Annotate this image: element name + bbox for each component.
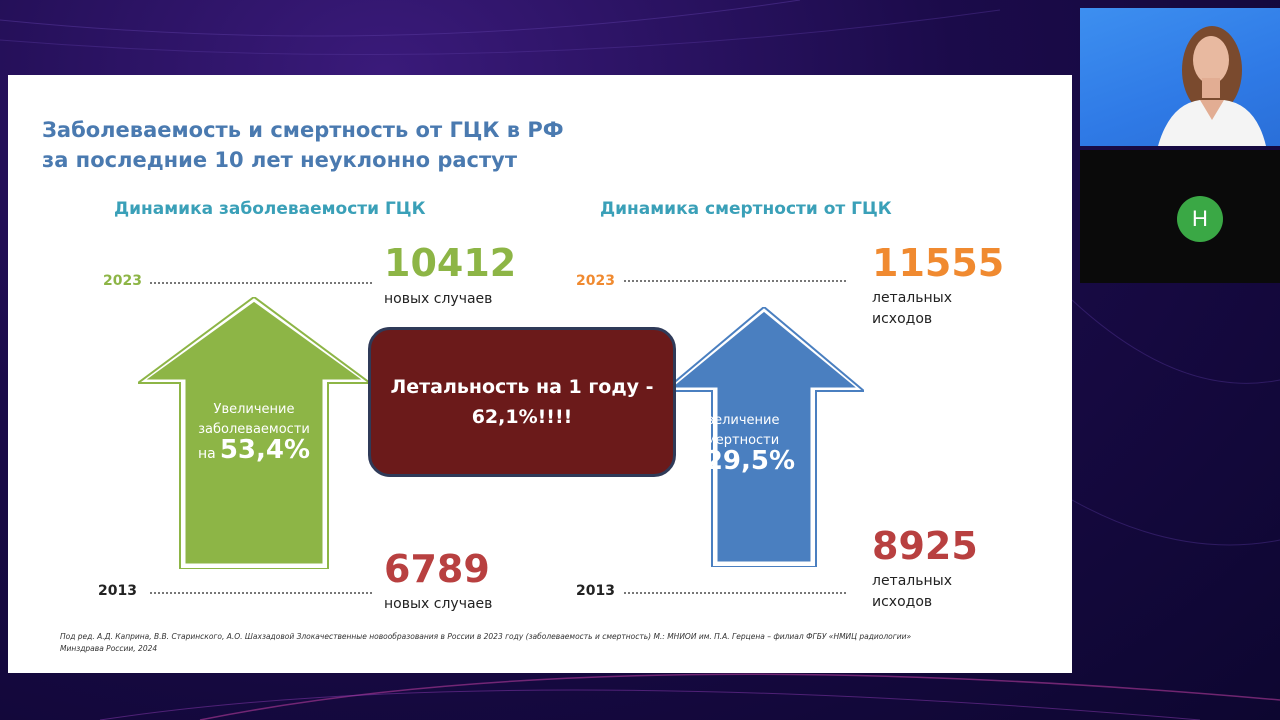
incidence-year-2013: 2013 bbox=[98, 583, 137, 599]
incidence-top-dotted-line bbox=[150, 282, 372, 284]
mortality-up-arrow bbox=[664, 307, 864, 567]
source-citation-line-1: Под ред. А.Д. Каприна, В.В. Старинского,… bbox=[60, 632, 912, 641]
mortality-2013-caption: летальных исходов bbox=[872, 571, 952, 613]
incidence-up-arrow bbox=[138, 297, 370, 569]
incidence-bottom-dotted-line bbox=[150, 592, 372, 594]
mortality-heading: Динамика смертности от ГЦК bbox=[600, 199, 892, 219]
mortality-arrow-line-1: Увеличение bbox=[698, 413, 780, 428]
mortality-bottom-dotted-line bbox=[624, 592, 846, 594]
incidence-arrow-line-2: заболеваемости bbox=[198, 422, 310, 437]
speaker-video-tile[interactable] bbox=[1080, 8, 1280, 146]
mortality-year-2013: 2013 bbox=[576, 583, 615, 599]
mortality-2023-caption-line-2: исходов bbox=[872, 311, 933, 327]
incidence-arrow-line-1: Увеличение bbox=[213, 402, 295, 417]
mortality-2023-caption: летальных исходов bbox=[872, 288, 952, 330]
incidence-arrow-prefix: на bbox=[197, 446, 216, 462]
participant-video-tile[interactable]: Н bbox=[1080, 150, 1280, 283]
mortality-arrow-percent: 29,5% bbox=[704, 446, 796, 476]
source-citation-line-2: Минздрава России, 2024 bbox=[60, 644, 158, 653]
speaker-video-image bbox=[1158, 26, 1266, 146]
lethality-callout-line-2: 62,1%!!!! bbox=[471, 406, 573, 428]
incidence-heading: Динамика заболеваемости ГЦК bbox=[114, 199, 426, 219]
mortality-2013-value: 8925 bbox=[872, 524, 978, 568]
incidence-2013-value: 6789 bbox=[384, 547, 490, 591]
slide-title-line-1: Заболеваемость и смертность от ГЦК в РФ bbox=[42, 118, 564, 142]
incidence-arrow-percent: 53,4% bbox=[219, 435, 311, 465]
mortality-arrow-prefix: на bbox=[682, 457, 701, 473]
presentation-slide: Заболеваемость и смертность от ГЦК в РФ … bbox=[8, 75, 1072, 673]
slide-title: Заболеваемость и смертность от ГЦК в РФ … bbox=[42, 115, 564, 175]
participant-avatar: Н bbox=[1177, 196, 1223, 242]
mortality-year-2023: 2023 bbox=[576, 273, 615, 289]
mortality-2013-caption-line-2: исходов bbox=[872, 594, 933, 610]
source-citation: Под ред. А.Д. Каприна, В.В. Старинского,… bbox=[60, 631, 1000, 655]
incidence-2023-caption: новых случаев bbox=[384, 291, 493, 307]
incidence-year-2023: 2023 bbox=[103, 273, 142, 289]
incidence-arrow-label: Увеличение заболеваемости на 53,4% bbox=[184, 400, 324, 465]
incidence-2023-value: 10412 bbox=[384, 241, 517, 285]
mortality-arrow-line-2: смертности bbox=[698, 433, 780, 448]
mortality-top-dotted-line bbox=[624, 280, 846, 282]
slide-title-line-2: за последние 10 лет неуклонно растут bbox=[42, 148, 518, 172]
mortality-2023-caption-line-1: летальных bbox=[872, 290, 952, 306]
mortality-arrow-label: Увеличение смертности на 29,5% bbox=[674, 411, 804, 476]
lethality-callout-line-1: Летальность на 1 году - bbox=[390, 376, 654, 398]
mortality-2013-caption-line-1: летальных bbox=[872, 573, 952, 589]
mortality-2023-value: 11555 bbox=[872, 241, 1005, 285]
lethality-callout: Летальность на 1 году - 62,1%!!!! bbox=[368, 327, 676, 477]
incidence-2013-caption: новых случаев bbox=[384, 596, 493, 612]
